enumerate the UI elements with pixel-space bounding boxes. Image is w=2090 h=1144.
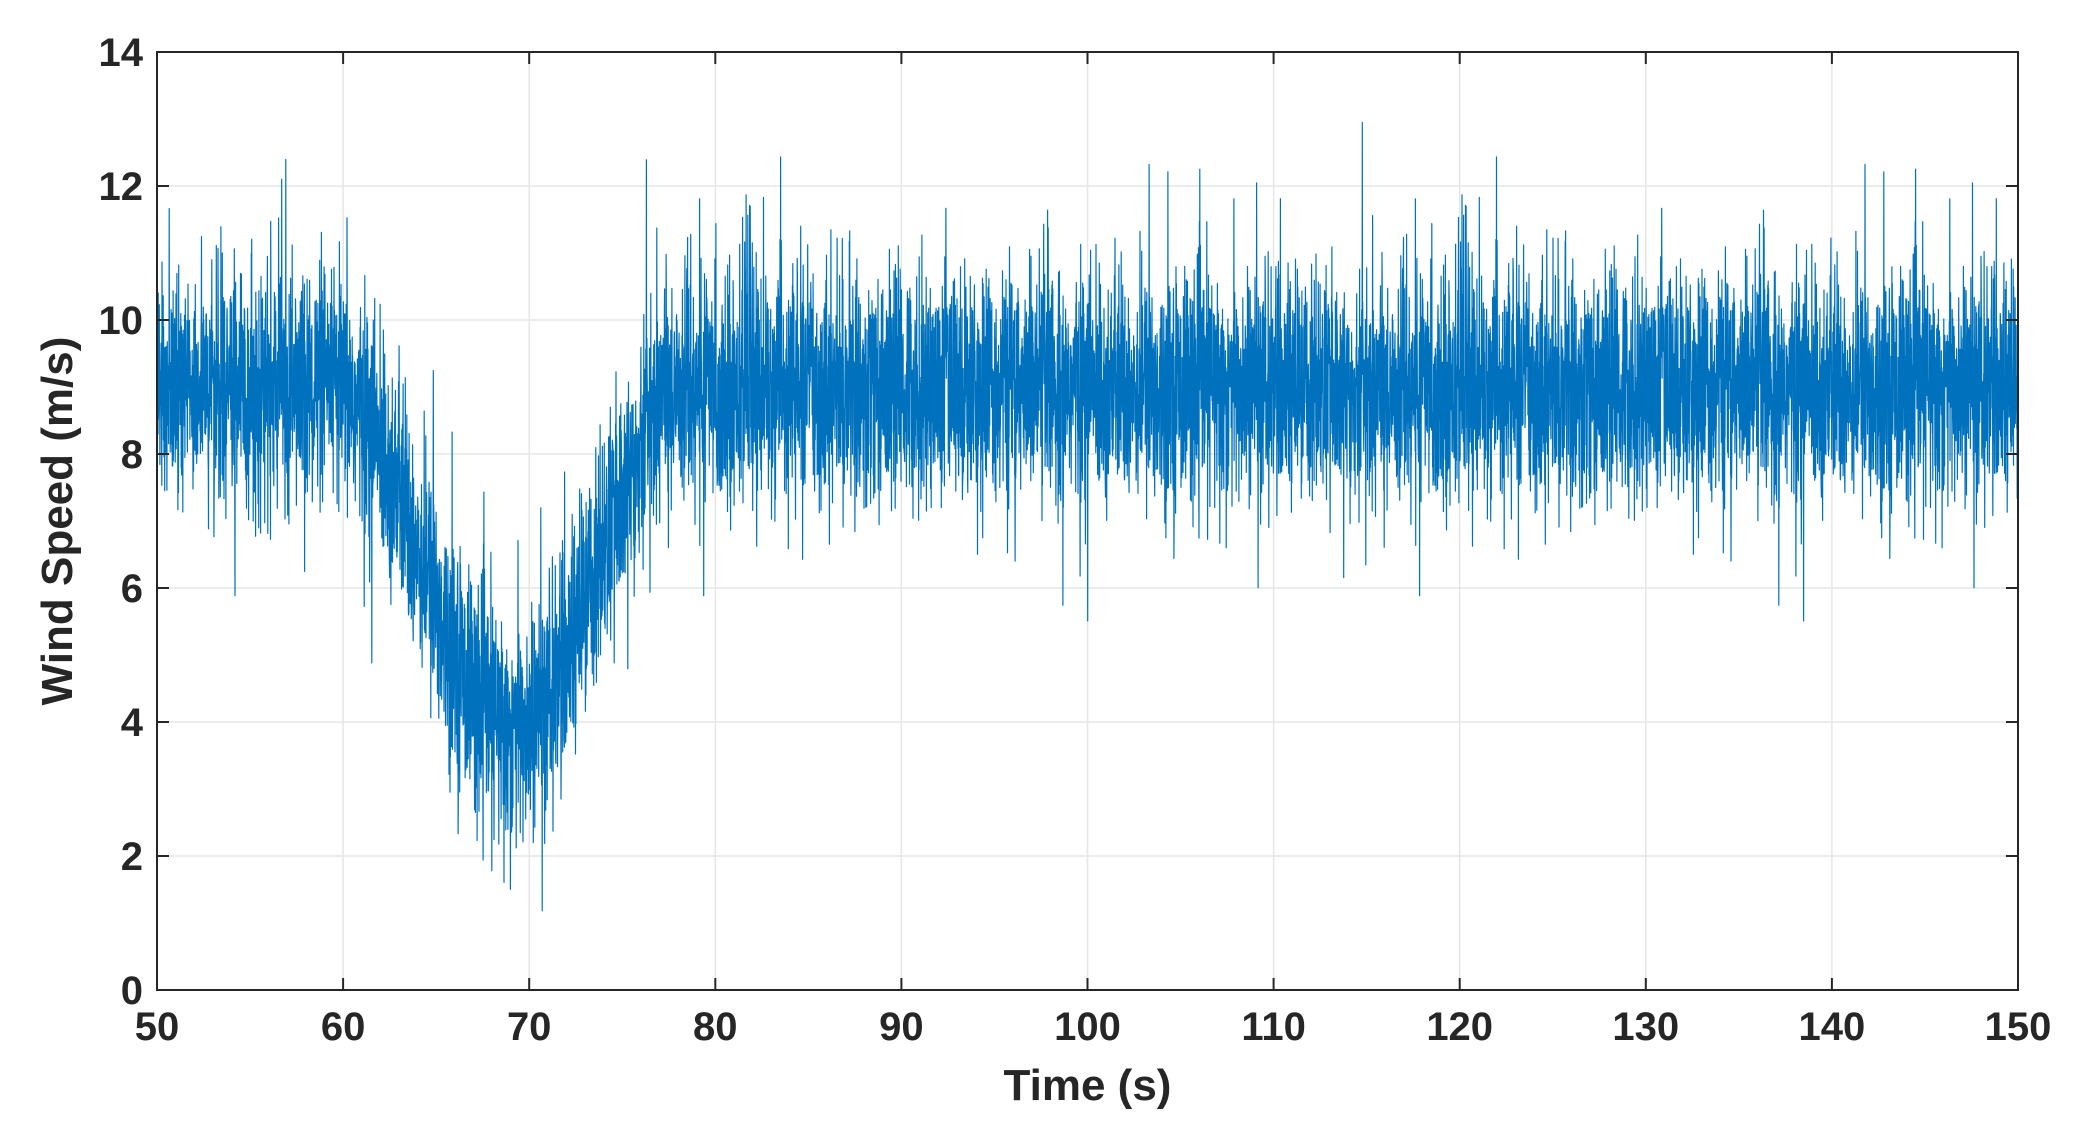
x-tick-label: 100 — [1054, 1005, 1121, 1049]
x-tick-label: 110 — [1241, 1005, 1306, 1049]
y-tick-label: 12 — [99, 165, 144, 209]
x-tick-label: 150 — [1985, 1005, 2052, 1049]
x-tick-label: 70 — [507, 1005, 552, 1049]
y-tick-label: 8 — [121, 433, 143, 477]
x-tick-label: 50 — [135, 1005, 180, 1049]
series-line — [156, 121, 2019, 912]
x-tick-label: 120 — [1426, 1005, 1493, 1049]
x-tick-label: 90 — [879, 1005, 924, 1049]
y-axis-label: Wind Speed (m/s) — [33, 337, 82, 706]
y-tick-label: 2 — [121, 835, 143, 879]
x-tick-label: 60 — [321, 1005, 366, 1049]
x-axis-label: Time (s) — [1004, 1061, 1172, 1110]
x-tick-label: 140 — [1799, 1005, 1866, 1049]
y-tick-label: 0 — [121, 969, 143, 1013]
y-tick-label: 6 — [121, 567, 143, 611]
y-tick-label: 4 — [121, 701, 144, 745]
y-tick-label: 14 — [99, 31, 144, 75]
x-tick-label: 80 — [693, 1005, 738, 1049]
x-tick-label: 130 — [1612, 1005, 1679, 1049]
series-layer — [156, 121, 2019, 912]
ticks: 50 60 70 80 90 100 110 120 130 140 150 0 2 4 6 8 10 12 14 — [99, 31, 2052, 1049]
y-tick-label: 10 — [99, 299, 144, 343]
